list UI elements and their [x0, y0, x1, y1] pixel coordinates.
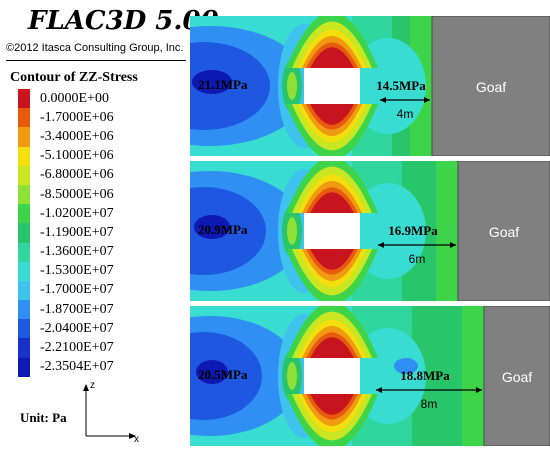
left-stress-label: 21.1MPa: [198, 77, 248, 92]
goaf-label: Goaf: [489, 224, 519, 240]
legend-swatch: [18, 300, 30, 320]
legend-label: -2.3504E+07: [40, 359, 114, 375]
x-axis-label: x: [134, 434, 139, 442]
legend-swatch: [18, 204, 30, 224]
legend-item: -1.1900E+07: [18, 223, 114, 243]
legend-item: -1.7000E+06: [18, 108, 114, 128]
distance-arrow: [380, 97, 386, 103]
legend-swatch: [18, 280, 30, 301]
software-title: FLAC3D 5.00: [28, 6, 219, 36]
legend-swatch: [18, 357, 30, 377]
legend-item: -1.3600E+07: [18, 242, 114, 262]
legend-swatch: [18, 319, 30, 339]
header-divider: [6, 60, 186, 61]
legend-label: -1.7000E+07: [40, 282, 114, 298]
legend-item: -5.1000E+06: [18, 146, 114, 166]
right-stress-label: 16.9MPa: [388, 223, 438, 238]
goaf-label: Goaf: [502, 369, 532, 385]
goaf-block: [457, 161, 550, 301]
legend-item: -1.5300E+07: [18, 261, 114, 281]
roadway-opening: [304, 68, 360, 104]
legend-label: -1.0200E+07: [40, 205, 114, 221]
roadway-opening: [304, 358, 360, 394]
legend-label: 0.0000E+00: [40, 90, 109, 106]
distance-label: 4m: [397, 107, 414, 121]
legend-label: -1.3600E+07: [40, 244, 114, 260]
contour-legend: 0.0000E+00 -1.7000E+06 -3.4000E+06 -5.1000E…: [18, 89, 114, 377]
legend-label: -2.0400E+07: [40, 320, 114, 336]
legend-item: -2.0400E+07: [18, 319, 114, 339]
distance-arrow: [424, 97, 430, 103]
z-axis-label: z: [90, 380, 95, 391]
legend-swatch: [18, 261, 30, 281]
legend-label: -6.8000E+06: [40, 167, 114, 183]
legend-swatch: [18, 338, 30, 358]
legend-label: -1.7000E+06: [40, 109, 114, 125]
legend-label: -8.5000E+06: [40, 186, 114, 202]
z-axis-arrow: [83, 384, 89, 391]
roadway-opening: [304, 213, 360, 249]
distance-arrow: [450, 242, 456, 248]
legend-label: -1.5300E+07: [40, 263, 114, 279]
distance-arrow: [378, 242, 384, 248]
legend-swatch: [18, 223, 30, 243]
legend-item: -3.4000E+06: [18, 127, 114, 147]
legend-swatch: [18, 242, 30, 262]
legend-swatch: [18, 184, 30, 205]
legend-item: -2.2100E+07: [18, 338, 114, 358]
stress-panel-1: 21.1MPa 14.5MPa 4m Goaf: [190, 16, 550, 156]
legend-label: -3.4000E+06: [40, 128, 114, 144]
legend-item: -6.8000E+06: [18, 165, 114, 185]
legend-item: -2.3504E+07: [18, 357, 114, 377]
goaf-block: [483, 306, 550, 446]
legend-swatch: [18, 165, 30, 185]
legend-swatch: [18, 89, 30, 109]
legend-swatch: [18, 127, 30, 147]
stress-panel-2: 20.9MPa 16.9MPa 6m Goaf: [190, 161, 550, 301]
legend-item: -1.7000E+07: [18, 280, 114, 301]
legend-item: -1.0200E+07: [18, 204, 114, 224]
distance-label: 8m: [421, 397, 438, 411]
copyright-text: ©2012 Itasca Consulting Group, Inc.: [6, 42, 184, 54]
unit-label: Unit: Pa: [20, 410, 67, 425]
goaf-block: [431, 16, 550, 156]
legend-swatch: [18, 146, 30, 166]
axis-triad: z x: [83, 380, 139, 442]
distance-label: 6m: [409, 252, 426, 266]
legend-label: -2.2100E+07: [40, 340, 114, 356]
distance-arrow: [476, 387, 482, 393]
right-stress-label: 14.5MPa: [376, 78, 426, 93]
left-stress-label: 20.5MPa: [198, 367, 248, 382]
x-axis-arrow: [129, 433, 136, 439]
legend-item: -1.8700E+07: [18, 300, 114, 320]
legend-label: -1.8700E+07: [40, 301, 114, 317]
legend-swatch: [18, 108, 30, 128]
legend-title: Contour of ZZ-Stress: [10, 70, 138, 85]
distance-arrow: [376, 387, 382, 393]
right-stress-label: 18.8MPa: [400, 368, 450, 383]
legend-label: -1.1900E+07: [40, 224, 114, 240]
legend-item: 0.0000E+00: [18, 89, 114, 109]
left-stress-label: 20.9MPa: [198, 222, 248, 237]
legend-label: -5.1000E+06: [40, 148, 114, 164]
legend-item: -8.5000E+06: [18, 184, 114, 205]
stress-panel-3: 20.5MPa 18.8MPa 8m Goaf: [190, 306, 550, 446]
goaf-label: Goaf: [476, 79, 506, 95]
